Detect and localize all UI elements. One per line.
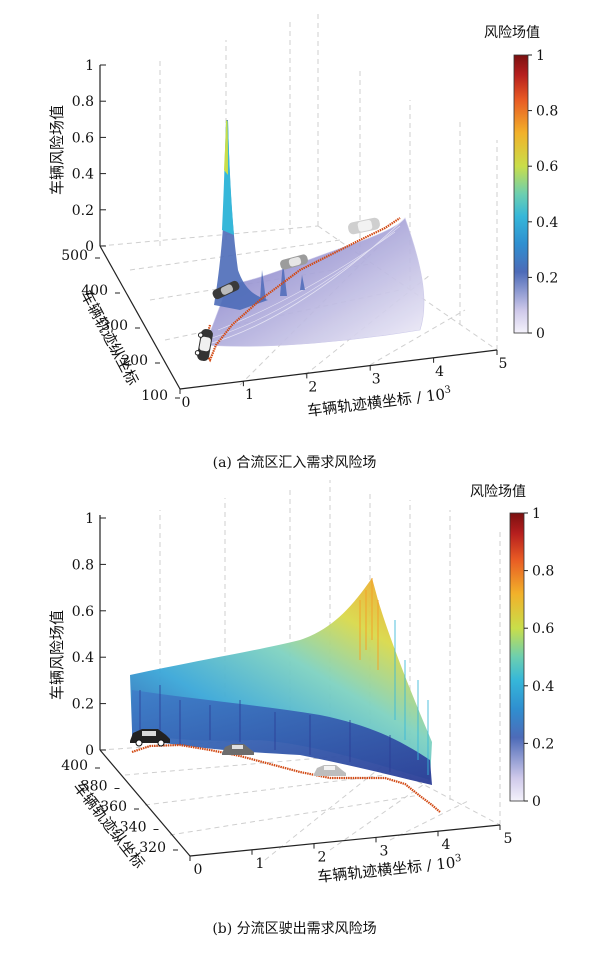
z-tick-label: 0.2 — [72, 697, 94, 713]
x-tick-label: 2 — [318, 850, 327, 866]
x-tick-label: 3 — [380, 843, 389, 859]
colorbar-title-b: 风险场值 — [470, 484, 526, 500]
colorbar-b — [509, 512, 525, 802]
colorbar-tick-label: 1 — [536, 48, 545, 64]
y-tick-label: 360 — [100, 799, 127, 815]
x-tick-label: 5 — [504, 831, 513, 847]
y-ticks-a: 500 400 300 200 100 — [61, 248, 180, 404]
colorbar-a — [513, 54, 529, 334]
caption-b: (b) 分流区驶出需求风险场 — [212, 921, 377, 937]
x-axis-label-a: 车辆轨迹横坐标 / 103 — [306, 384, 452, 420]
colorbar-tick-label: 0.6 — [532, 621, 554, 637]
z-ticks-b: 0 0.2 0.4 0.6 0.8 1 — [72, 511, 106, 759]
z-tick-label: 0.8 — [72, 94, 94, 110]
colorbar-tick-label: 0.4 — [536, 215, 558, 231]
colorbar-title-a: 风险场值 — [484, 25, 540, 41]
colorbar-ticks-a: 0 0.2 0.4 0.6 0.8 1 — [528, 48, 558, 342]
colorbar-ticks-b: 0 0.2 0.4 0.6 0.8 1 — [524, 506, 554, 810]
car-icon — [222, 744, 254, 755]
axes-b — [99, 515, 501, 857]
panel-b: 0 0.2 0.4 0.6 0.8 1 400 380 360 340 320 0 1 2 3 4 5 车辆… — [48, 480, 554, 886]
y-tick-label: 380 — [81, 779, 108, 795]
car-icon — [314, 765, 346, 776]
axes-a — [99, 65, 498, 390]
z-tick-label: 1 — [85, 58, 94, 74]
y-axis-label-a: 车辆轨迹纵坐标 — [77, 287, 142, 388]
colorbar-tick-label: 1 — [532, 506, 541, 522]
car-icon — [280, 254, 308, 270]
car-icon — [348, 217, 380, 235]
surface-a — [204, 120, 425, 347]
z-tick-label: 0.4 — [72, 650, 94, 666]
car-icon — [130, 729, 170, 747]
z-tick-label: 0.2 — [72, 203, 94, 219]
y-tick-label: 400 — [61, 758, 88, 774]
y-tick-label: 300 — [101, 318, 128, 334]
z-tick-label: 0 — [85, 239, 94, 255]
x-ticks-b: 0 1 2 3 4 5 — [189, 825, 513, 878]
car-icon — [212, 280, 240, 300]
z-tick-label: 0.8 — [72, 557, 94, 573]
x-tick-label: 2 — [308, 379, 317, 395]
vehicle-icons-a — [194, 217, 380, 362]
y-tick-label: 200 — [121, 353, 148, 369]
colorbar-tick-label: 0.6 — [536, 159, 558, 175]
y-tick-label: 400 — [81, 283, 108, 299]
vehicle-icons-b — [130, 729, 346, 776]
car-icon — [194, 328, 213, 362]
x-tick-label: 4 — [435, 364, 444, 380]
colorbar-tick-label: 0 — [532, 794, 541, 810]
panel-a: 0 0.2 0.4 0.6 0.8 1 500 400 300 200 100 0 1 2 3 4 5 车辆… — [48, 12, 558, 420]
x-tick-label: 5 — [499, 356, 508, 372]
y-tick-label: 100 — [141, 388, 168, 404]
colorbar-tick-label: 0.2 — [532, 736, 554, 752]
x-tick-label: 4 — [442, 837, 451, 853]
z-tick-label: 0.6 — [72, 604, 94, 620]
z-tick-label: 0.6 — [72, 130, 94, 146]
z-tick-label: 0.4 — [72, 167, 94, 183]
x-tick-label: 3 — [372, 372, 381, 388]
x-tick-label: 1 — [245, 387, 254, 403]
x-ticks-a: 0 1 2 3 4 5 — [179, 350, 508, 411]
y-tick-label: 340 — [120, 820, 147, 836]
colorbar-tick-label: 0.8 — [532, 564, 554, 580]
colorbar-tick-label: 0 — [536, 326, 545, 342]
colorbar-tick-label: 0.8 — [536, 104, 558, 120]
colorbar-tick-label: 0.4 — [532, 679, 554, 695]
y-tick-label: 320 — [139, 840, 166, 856]
z-tick-label: 1 — [85, 511, 94, 527]
x-tick-label: 0 — [194, 862, 203, 878]
surface-b — [130, 578, 432, 785]
z-axis-label-b: 车辆风险场值 — [48, 610, 66, 700]
colorbar-tick-label: 0.2 — [536, 270, 558, 286]
z-axis-label-a: 车辆风险场值 — [48, 105, 66, 195]
caption-a: (a) 合流区汇入需求风险场 — [212, 455, 377, 471]
x-tick-label: 0 — [182, 395, 191, 411]
z-ticks-a: 0 0.2 0.4 0.6 0.8 1 — [72, 58, 106, 255]
y-tick-label: 500 — [61, 248, 88, 264]
x-axis-label-b: 车辆轨迹横坐标 / 103 — [317, 853, 463, 886]
y-ticks-b: 400 380 360 340 320 — [61, 758, 178, 856]
x-tick-label: 1 — [256, 856, 265, 872]
z-tick-label: 0 — [85, 743, 94, 759]
